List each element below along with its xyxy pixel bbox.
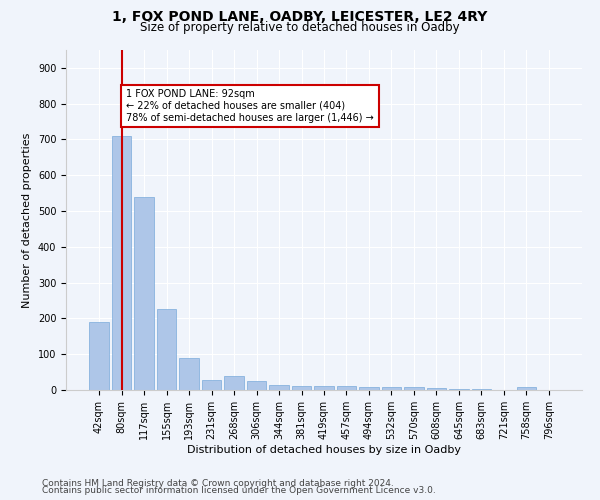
Bar [292, 386, 311, 390]
Bar [314, 386, 334, 390]
Bar [157, 310, 176, 390]
Bar [404, 388, 424, 390]
X-axis label: Distribution of detached houses by size in Oadby: Distribution of detached houses by size … [187, 444, 461, 454]
Bar [224, 376, 244, 390]
Bar [134, 196, 154, 390]
Bar [269, 386, 289, 390]
Bar [449, 388, 469, 390]
Bar [382, 387, 401, 390]
Bar [247, 381, 266, 390]
Bar [179, 358, 199, 390]
Y-axis label: Number of detached properties: Number of detached properties [22, 132, 32, 308]
Text: Contains HM Land Registry data © Crown copyright and database right 2024.: Contains HM Land Registry data © Crown c… [42, 478, 394, 488]
Text: 1 FOX POND LANE: 92sqm
← 22% of detached houses are smaller (404)
78% of semi-de: 1 FOX POND LANE: 92sqm ← 22% of detached… [126, 90, 374, 122]
Bar [517, 388, 536, 390]
Bar [337, 386, 356, 390]
Bar [112, 136, 131, 390]
Text: Size of property relative to detached houses in Oadby: Size of property relative to detached ho… [140, 21, 460, 34]
Text: 1, FOX POND LANE, OADBY, LEICESTER, LE2 4RY: 1, FOX POND LANE, OADBY, LEICESTER, LE2 … [112, 10, 488, 24]
Bar [359, 387, 379, 390]
Bar [427, 388, 446, 390]
Text: Contains public sector information licensed under the Open Government Licence v3: Contains public sector information licen… [42, 486, 436, 495]
Bar [202, 380, 221, 390]
Bar [89, 322, 109, 390]
Bar [472, 389, 491, 390]
